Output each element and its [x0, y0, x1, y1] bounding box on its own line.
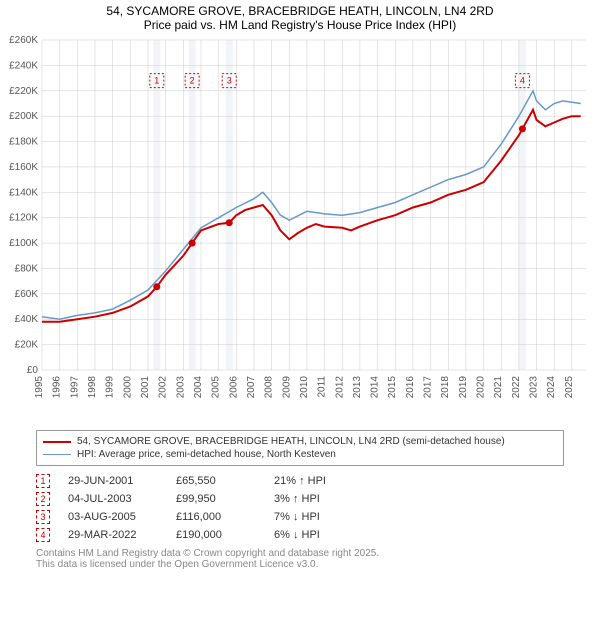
svg-text:£120K: £120K: [9, 213, 38, 224]
sale-marker-cell: 2: [36, 492, 50, 506]
chart-area: £0 £20K £40K £60K £80K £100K £120K £140K £160K £1…: [0, 34, 600, 424]
sale-row: 3 03-AUG-2005 £116,000 7% ↓ HPI: [36, 508, 564, 526]
svg-text:2011: 2011: [317, 376, 328, 398]
svg-text:2007: 2007: [246, 376, 257, 399]
svg-text:1998: 1998: [87, 376, 98, 399]
sale-diff: 7% ↓ HPI: [274, 511, 354, 523]
svg-text:1996: 1996: [52, 376, 63, 399]
sale-row: 1 29-JUN-2001 £65,550 21% ↑ HPI: [36, 472, 564, 490]
chart-title: 54, SYCAMORE GROVE, BRACEBRIDGE HEATH, L…: [0, 0, 600, 34]
sale-price: £116,000: [176, 511, 256, 523]
footer-line1: Contains HM Land Registry data © Crown c…: [36, 548, 564, 559]
svg-text:£20K: £20K: [15, 340, 39, 351]
legend-swatch: [43, 454, 71, 456]
svg-text:£160K: £160K: [9, 162, 38, 173]
svg-text:1: 1: [154, 76, 159, 86]
sale-date: 29-JUN-2001: [68, 475, 158, 487]
svg-text:£240K: £240K: [9, 60, 38, 71]
svg-text:3: 3: [227, 76, 232, 86]
svg-text:2016: 2016: [405, 376, 416, 399]
sale-marker-cell: 3: [36, 510, 50, 524]
svg-text:2023: 2023: [529, 376, 540, 399]
sale-marker-cell: 4: [36, 528, 50, 542]
svg-text:£260K: £260K: [9, 35, 38, 46]
svg-text:£180K: £180K: [9, 137, 38, 148]
svg-text:2012: 2012: [334, 376, 345, 399]
sale-diff: 6% ↓ HPI: [274, 529, 354, 541]
sale-diff: 21% ↑ HPI: [274, 475, 354, 487]
legend-item: 54, SYCAMORE GROVE, BRACEBRIDGE HEATH, L…: [43, 435, 557, 448]
sale-marker-cell: 1: [36, 474, 50, 488]
svg-text:2024: 2024: [546, 376, 557, 399]
svg-text:2001: 2001: [140, 376, 151, 399]
footer: Contains HM Land Registry data © Crown c…: [36, 548, 564, 570]
legend: 54, SYCAMORE GROVE, BRACEBRIDGE HEATH, L…: [36, 430, 564, 466]
svg-text:2004: 2004: [193, 376, 204, 399]
svg-text:2025: 2025: [564, 376, 575, 399]
svg-text:2010: 2010: [299, 376, 310, 399]
svg-text:£140K: £140K: [9, 187, 38, 198]
svg-text:£40K: £40K: [15, 314, 39, 325]
svg-text:2019: 2019: [458, 376, 469, 399]
legend-label: 54, SYCAMORE GROVE, BRACEBRIDGE HEATH, L…: [77, 436, 505, 447]
sale-price: £65,550: [176, 475, 256, 487]
svg-text:£200K: £200K: [9, 111, 38, 122]
footer-line2: This data is licensed under the Open Gov…: [36, 559, 564, 570]
svg-text:2015: 2015: [387, 376, 398, 399]
sale-dot-4: [519, 125, 526, 132]
svg-text:£60K: £60K: [15, 289, 39, 300]
sale-row: 2 04-JUL-2003 £99,950 3% ↑ HPI: [36, 490, 564, 508]
svg-text:2006: 2006: [228, 376, 239, 399]
svg-text:2022: 2022: [511, 376, 522, 399]
svg-text:2002: 2002: [158, 376, 169, 399]
sale-diff: 3% ↑ HPI: [274, 493, 354, 505]
line-chart-svg: £0 £20K £40K £60K £80K £100K £120K £140K £160K £1…: [0, 34, 600, 424]
svg-text:2018: 2018: [440, 376, 451, 399]
svg-text:2014: 2014: [370, 376, 381, 399]
sales-table: 1 29-JUN-2001 £65,550 21% ↑ HPI 2 04-JUL-2003…: [36, 472, 564, 544]
svg-text:4: 4: [520, 76, 525, 86]
title-address: 54, SYCAMORE GROVE, BRACEBRIDGE HEATH, L…: [0, 4, 600, 18]
svg-text:2003: 2003: [175, 376, 186, 399]
svg-text:1995: 1995: [34, 376, 45, 399]
sale-dot-1: [153, 283, 160, 290]
svg-text:1997: 1997: [69, 376, 80, 399]
svg-text:2017: 2017: [423, 376, 434, 399]
legend-swatch: [43, 441, 71, 443]
svg-text:2000: 2000: [122, 376, 133, 399]
sale-date: 04-JUL-2003: [68, 493, 158, 505]
sale-date: 03-AUG-2005: [68, 511, 158, 523]
svg-text:2009: 2009: [281, 376, 292, 399]
legend-item: HPI: Average price, semi-detached house,…: [43, 448, 557, 461]
svg-text:£100K: £100K: [9, 238, 38, 249]
legend-label: HPI: Average price, semi-detached house,…: [77, 449, 336, 460]
svg-text:£0: £0: [27, 365, 39, 376]
svg-text:2021: 2021: [493, 376, 504, 399]
sale-dot-2: [189, 240, 196, 247]
svg-text:1999: 1999: [105, 376, 116, 399]
sale-row: 4 29-MAR-2022 £190,000 6% ↓ HPI: [36, 526, 564, 544]
sale-price: £190,000: [176, 529, 256, 541]
series-hpi: [42, 91, 581, 319]
svg-text:2020: 2020: [476, 376, 487, 399]
svg-text:2008: 2008: [264, 376, 275, 399]
sale-dot-3: [226, 219, 233, 226]
sale-date: 29-MAR-2022: [68, 529, 158, 541]
sale-price: £99,950: [176, 493, 256, 505]
title-subtitle: Price paid vs. HM Land Registry's House …: [0, 18, 600, 32]
svg-text:£220K: £220K: [9, 86, 38, 97]
svg-text:£80K: £80K: [15, 263, 39, 274]
svg-text:2: 2: [190, 76, 195, 86]
svg-text:2013: 2013: [352, 376, 363, 399]
svg-text:2005: 2005: [211, 376, 222, 399]
